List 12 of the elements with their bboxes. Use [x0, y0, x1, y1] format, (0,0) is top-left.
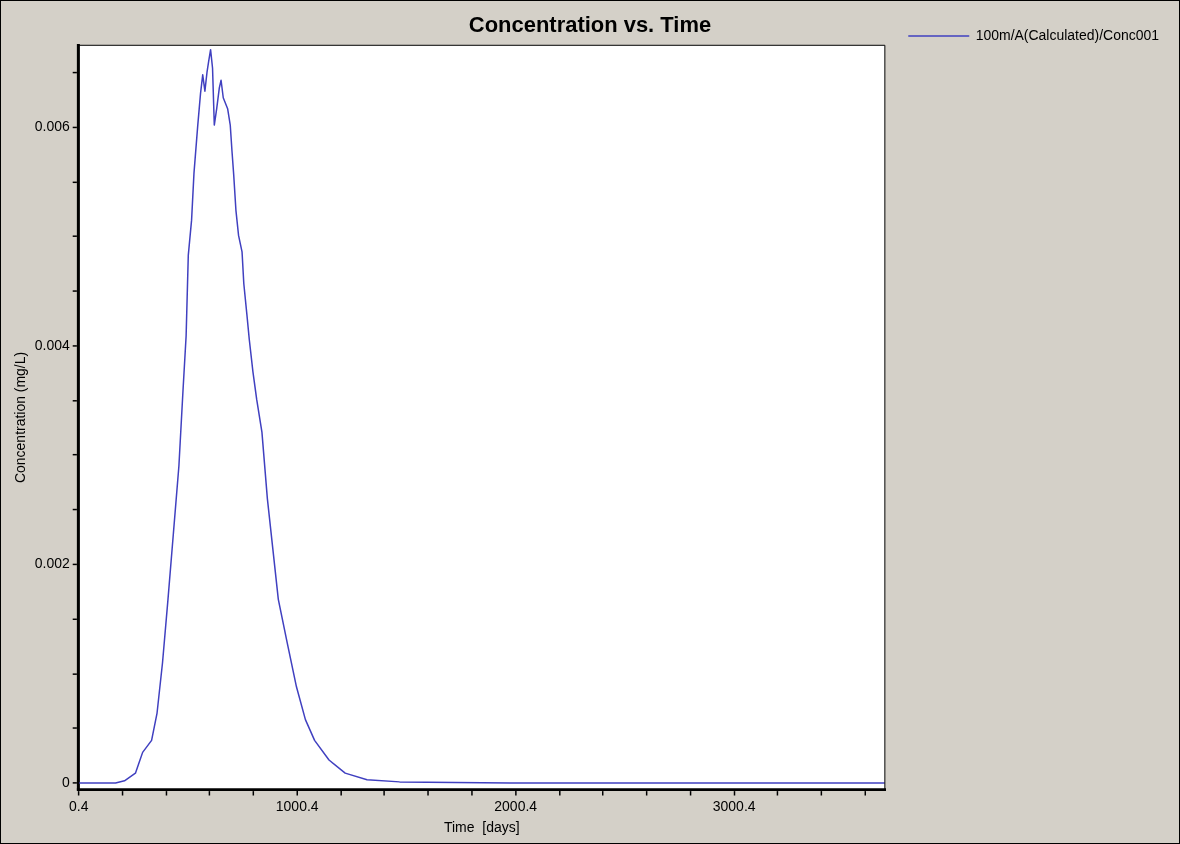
x-tick-label: 0.4 — [68, 797, 89, 814]
x-tick-label: 3000.4 — [712, 797, 756, 814]
y-tick-label: 0.002 — [34, 555, 70, 572]
y-tick-label: 0.004 — [34, 336, 70, 353]
legend-label: 100m/A(Calculated)/Conc001 — [975, 26, 1160, 43]
y-tick-label: 0.006 — [34, 118, 70, 135]
x-tick-label: 2000.4 — [494, 797, 538, 814]
x-tick-label: 1000.4 — [275, 797, 319, 814]
x-axis-title: Time [days] — [443, 819, 520, 836]
chart-title: Concentration vs. Time — [468, 12, 712, 38]
y-tick-label: 0 — [61, 773, 70, 790]
y-axis-title: Concentration (mg/L) — [12, 351, 29, 483]
